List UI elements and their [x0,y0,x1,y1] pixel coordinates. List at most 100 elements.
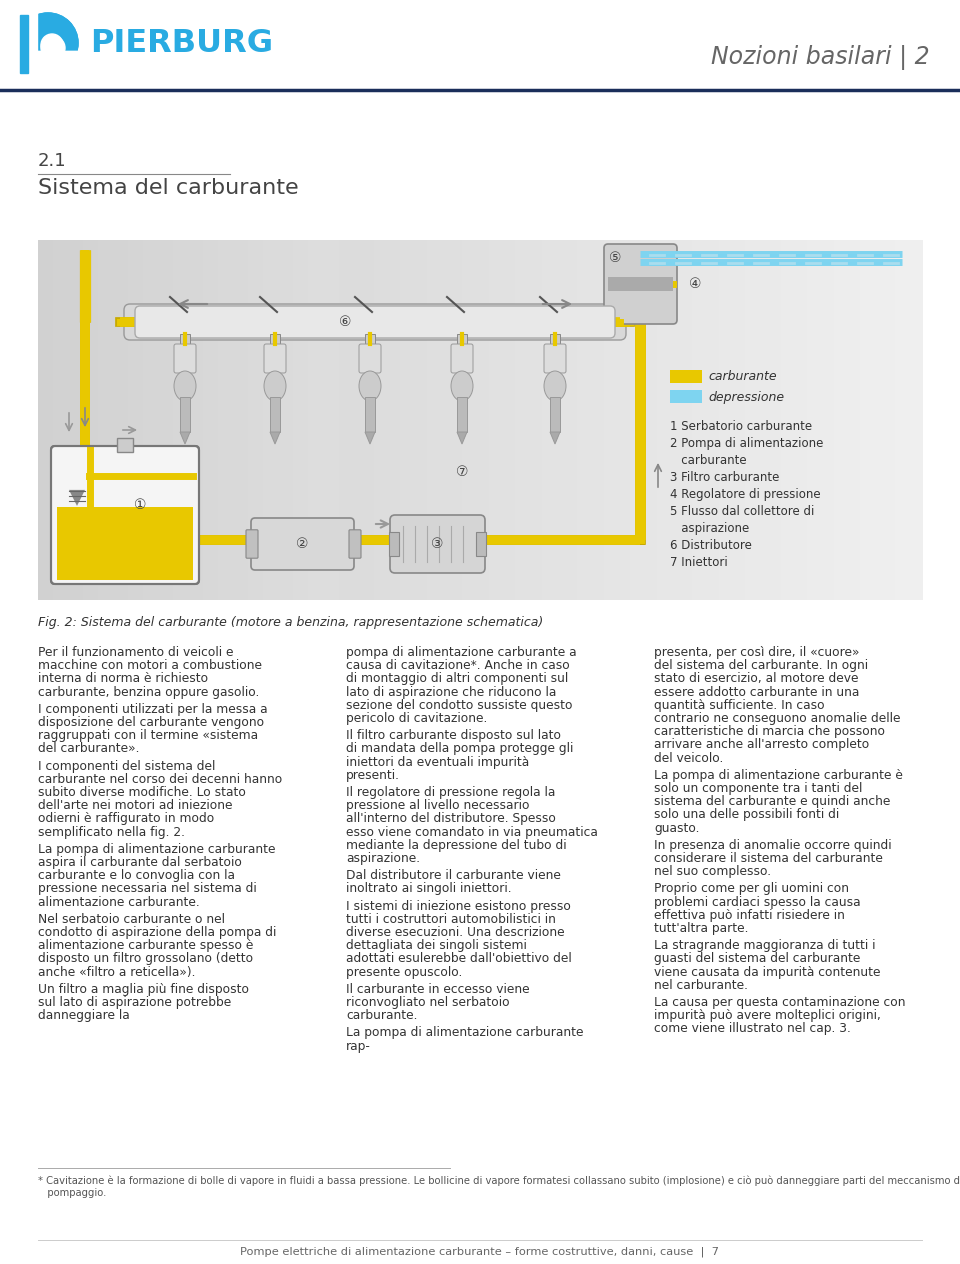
Text: carburante, benzina oppure gasolio.: carburante, benzina oppure gasolio. [38,685,259,699]
Bar [604,240,613,600]
Bar [843,240,852,600]
Bar [73,240,84,600]
Text: Un filtro a maglia più fine disposto: Un filtro a maglia più fine disposto [38,983,249,996]
Text: depressione: depressione [708,391,784,403]
Bar [268,240,277,600]
Text: arrivare anche all'arresto completo: arrivare anche all'arresto completo [654,738,869,751]
Text: effettiva può infatti risiedere in: effettiva può infatti risiedere in [654,909,845,921]
Bar [471,240,481,600]
Text: come viene illustrato nel cap. 3.: come viene illustrato nel cap. 3. [654,1023,851,1035]
FancyBboxPatch shape [51,446,199,584]
Bar [807,240,817,600]
Bar [560,240,569,600]
Bar [270,397,280,432]
Text: In presenza di anomalie occorre quindi: In presenza di anomalie occorre quindi [654,839,892,852]
Bar [833,240,844,600]
Bar [480,240,490,600]
Text: ⑥: ⑥ [339,315,351,329]
Text: inoltrato ai singoli iniettori.: inoltrato ai singoli iniettori. [346,882,512,895]
Bar [631,240,640,600]
Bar [612,240,622,600]
Bar [117,439,133,453]
Bar [232,240,242,600]
Text: contrario ne conseguono anomalie delle: contrario ne conseguono anomalie delle [654,712,900,726]
Bar [374,240,384,600]
Bar [224,240,233,600]
Text: interna di norma è richiesto: interna di norma è richiesto [38,672,208,685]
Bar [419,240,428,600]
Bar [276,240,286,600]
Polygon shape [69,490,85,506]
Text: disposizione del carburante vengono: disposizione del carburante vengono [38,715,264,729]
Bar [53,240,69,600]
Bar [754,240,764,600]
Text: I componenti del sistema del: I componenti del sistema del [38,760,215,772]
Text: 5 Flusso dal collettore di: 5 Flusso dal collettore di [670,506,814,518]
Text: stato di esercizio, al motore deve: stato di esercizio, al motore deve [654,672,858,685]
Bar [57,507,193,580]
Text: La stragrande maggioranza di tutti i: La stragrande maggioranza di tutti i [654,939,876,952]
Bar [595,240,605,600]
Bar [675,240,684,600]
Text: 6 Distributore: 6 Distributore [670,538,752,552]
Text: condotto di aspirazione della pompa di: condotto di aspirazione della pompa di [38,927,276,939]
Bar [188,240,204,600]
Bar [665,240,676,600]
Text: 2.1: 2.1 [38,152,66,169]
Bar [197,240,207,600]
FancyBboxPatch shape [604,244,677,324]
Text: tutti i costruttori automobilistici in: tutti i costruttori automobilistici in [346,913,556,925]
Text: all'interno del distributore. Spesso: all'interno del distributore. Spesso [346,813,556,825]
Bar [153,240,163,600]
Bar [128,240,144,600]
Bar [100,240,109,600]
Bar [463,240,472,600]
Text: nel suo complesso.: nel suo complesso. [654,865,771,878]
Bar [38,240,54,600]
Text: di montaggio di altri componenti sul: di montaggio di altri componenti sul [346,672,568,685]
Text: Il regolatore di pressione regola la: Il regolatore di pressione regola la [346,786,556,799]
Bar [143,240,159,600]
Text: guasti del sistema del carburante: guasti del sistema del carburante [654,952,860,966]
Bar [293,240,309,600]
Bar [68,240,84,600]
Bar [203,240,219,600]
Bar [444,240,454,600]
Text: presente opuscolo.: presente opuscolo. [346,966,463,978]
Bar [356,240,366,600]
Text: Proprio come per gli uomini con: Proprio come per gli uomini con [654,882,849,895]
Text: lato di aspirazione che riducono la: lato di aspirazione che riducono la [346,685,557,699]
Bar [745,240,756,600]
Bar [365,240,375,600]
Circle shape [18,13,78,73]
Bar [348,240,357,600]
Text: 7 Iniettori: 7 Iniettori [670,556,728,569]
Bar [180,334,190,346]
Bar [799,240,808,600]
Bar [719,240,729,600]
Bar [365,334,375,346]
Text: Il carburante in eccesso viene: Il carburante in eccesso viene [346,983,530,996]
Bar [241,240,252,600]
Text: aspira il carburante dal serbatoio: aspira il carburante dal serbatoio [38,856,242,870]
Bar [670,370,702,383]
Bar [98,240,114,600]
Bar [161,240,172,600]
Bar [339,240,348,600]
Text: anche «filtro a reticella»).: anche «filtro a reticella»). [38,966,196,978]
Text: PIERBURG: PIERBURG [90,29,274,59]
Bar [869,240,878,600]
Text: pericolo di cavitazione.: pericolo di cavitazione. [346,712,488,726]
FancyBboxPatch shape [451,344,473,373]
Text: del veicolo.: del veicolo. [654,752,724,765]
FancyBboxPatch shape [174,344,196,373]
Bar [389,532,399,556]
Bar [17,51,82,76]
Text: solo una delle possibili fonti di: solo una delle possibili fonti di [654,809,839,822]
Bar [639,240,649,600]
Text: caratteristiche di marcia che possono: caratteristiche di marcia che possono [654,726,885,738]
Ellipse shape [359,372,381,401]
FancyBboxPatch shape [544,344,566,373]
Bar [47,240,57,600]
Bar [497,240,508,600]
